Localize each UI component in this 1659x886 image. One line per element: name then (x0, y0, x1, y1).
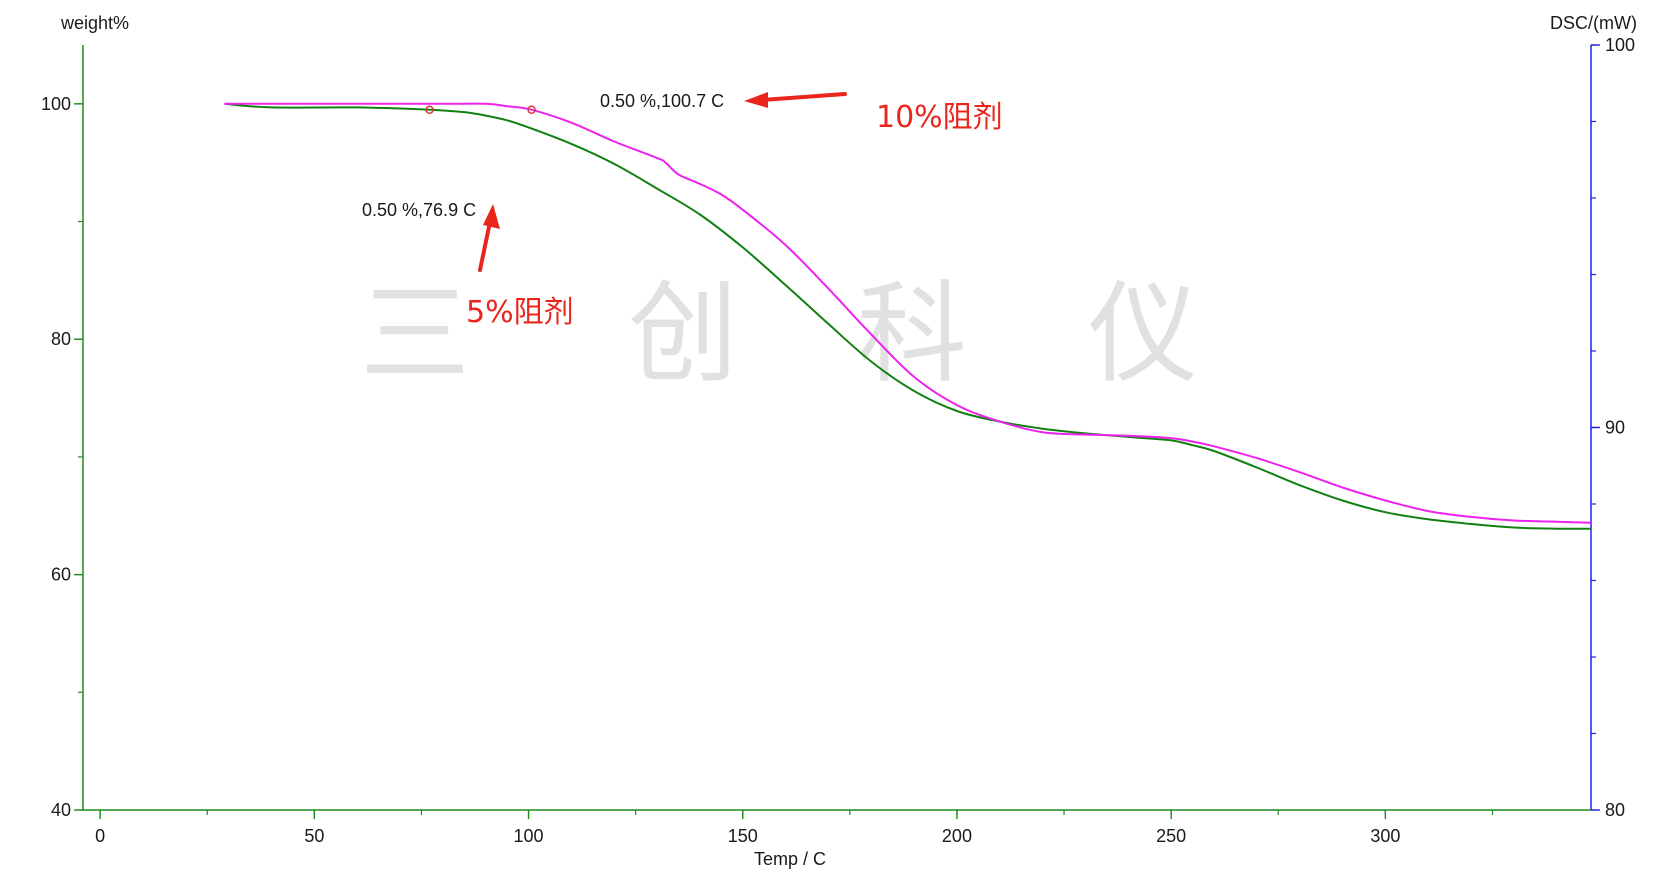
y-left-tick-label: 60 (51, 565, 71, 585)
x-tick-label: 250 (1156, 826, 1186, 846)
onset-marker (425, 105, 434, 114)
x-tick-label: 200 (942, 826, 972, 846)
onset-marker (527, 105, 536, 114)
y-axis-right-title: DSC/(mW) (1550, 13, 1637, 33)
y-right-tick-label: 80 (1605, 800, 1625, 820)
y-left-tick-label: 80 (51, 329, 71, 349)
x-axis-title: Temp / C (754, 849, 826, 869)
x-tick-label: 50 (304, 826, 324, 846)
y-axis-right-ticks: 80 90 100 (1591, 35, 1635, 820)
arrow-5pct (478, 204, 500, 272)
watermark-char-3: 科 (857, 270, 967, 398)
watermark-char-4: 仪 (1088, 270, 1198, 398)
onset-annotation-5pct: 0.50 %,76.9 C (362, 200, 476, 220)
onset-annotation-10pct: 0.50 %,100.7 C (600, 91, 724, 111)
callout-5pct: 5%阻剂 (466, 295, 574, 330)
y-axis-left-title: weight% (60, 13, 129, 33)
x-tick-label: 0 (95, 826, 105, 846)
x-tick-label: 300 (1370, 826, 1400, 846)
arrow-10pct (744, 92, 847, 108)
watermark-char-2: 创 (628, 270, 738, 398)
y-right-tick-label: 90 (1605, 418, 1625, 438)
watermark-char-1: 三 (360, 270, 470, 398)
series-line-10pct (224, 102, 1592, 524)
y-left-tick-label: 40 (51, 800, 71, 820)
callout-10pct: 10%阻剂 (876, 100, 1003, 135)
x-axis-ticks: 0 50 100 150 200 250 300 (95, 810, 1494, 846)
onset-markers (425, 105, 536, 114)
series-line-5pct (224, 102, 1592, 530)
x-tick-label: 100 (514, 826, 544, 846)
y-axis-left-ticks: 40 60 80 100 (41, 94, 83, 820)
watermark: 三 创 科 仪 (360, 270, 1198, 398)
y-left-tick-label: 100 (41, 94, 71, 114)
y-right-tick-label: 100 (1605, 35, 1635, 55)
x-tick-label: 150 (728, 826, 758, 846)
